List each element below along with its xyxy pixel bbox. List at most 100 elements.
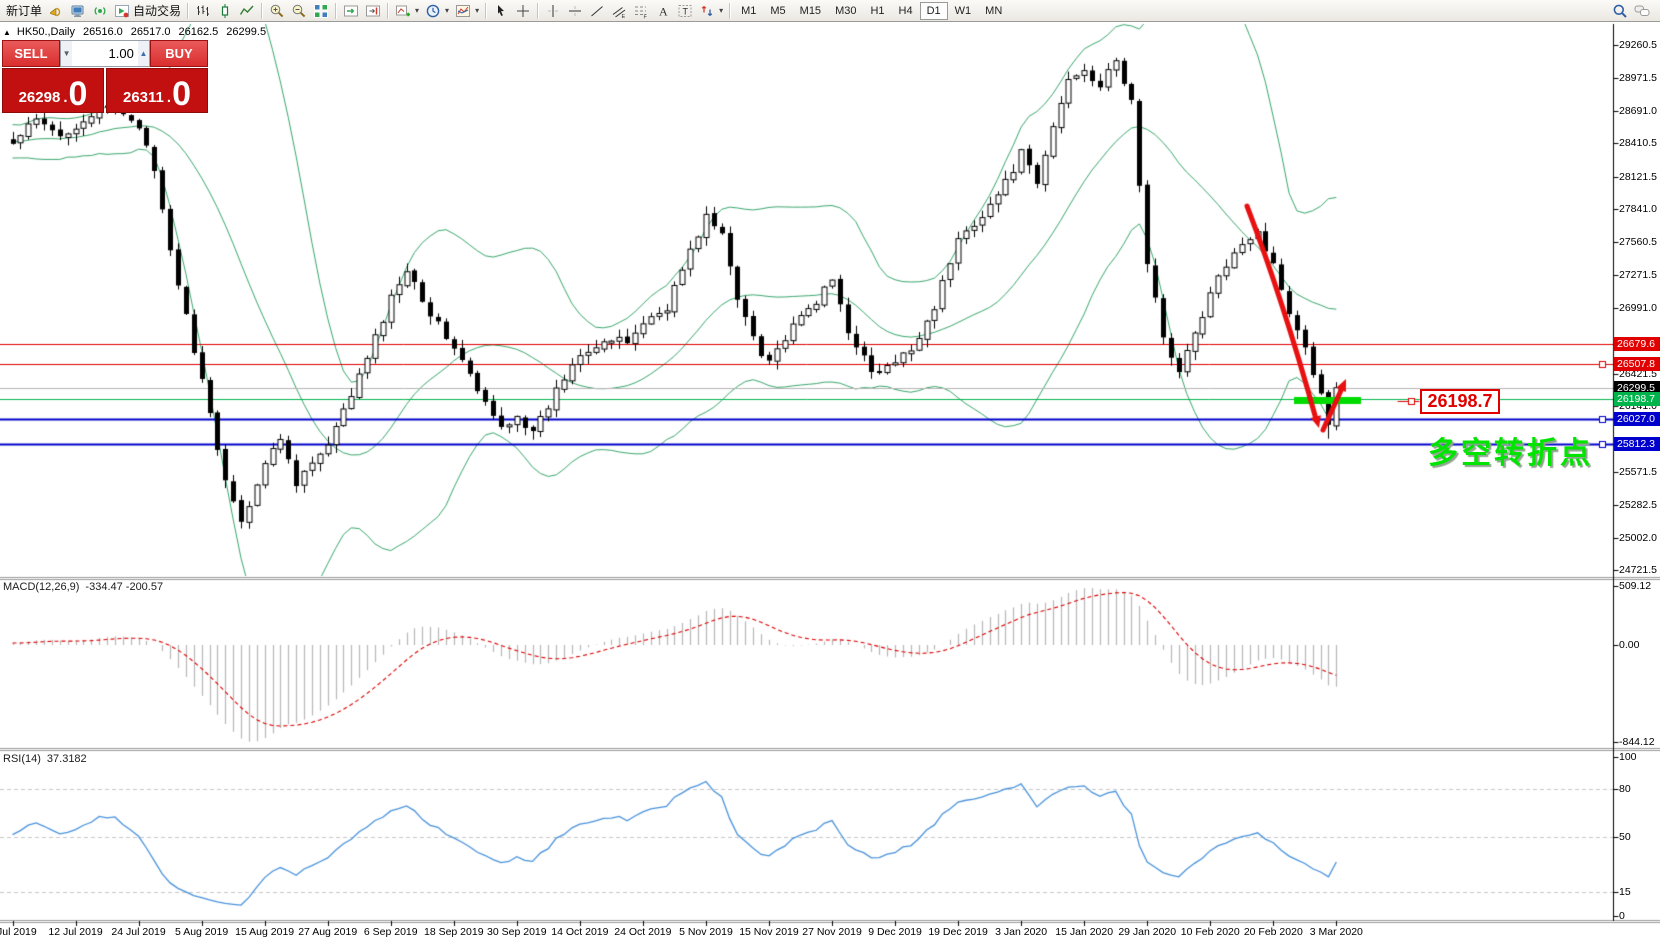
date-axis-label: 3 Mar 2020 [1309,926,1363,938]
svg-text:T: T [683,6,689,16]
price-axis-label: 26991.0 [1619,301,1657,314]
chart-shift-button[interactable] [362,1,384,21]
auto-scroll-button[interactable] [340,1,362,21]
crosshair-button[interactable] [512,1,534,21]
text-tool-button[interactable]: A [652,1,674,21]
price-axis-label: 28410.5 [1619,137,1657,150]
line-chart-button[interactable] [236,1,258,21]
text-label-button[interactable]: T [674,1,696,21]
rsi-axis-label: 80 [1619,782,1631,795]
chart-canvas[interactable] [0,22,1660,940]
price-axis-label: 28691.0 [1619,104,1657,117]
price-axis-label: 25571.5 [1619,466,1657,479]
zoom-in-button[interactable] [266,1,288,21]
date-axis-label: 30 Sep 2019 [487,926,547,938]
toolbar-separator [729,2,732,19]
zoom-out-button[interactable] [288,1,310,21]
autotrading-button[interactable]: 自动交易 [111,1,184,21]
timeframe-d1-button[interactable]: D1 [919,1,948,20]
date-axis-label: 5 Nov 2019 [679,926,733,938]
templates-button[interactable]: ▾ [452,1,482,21]
search-button[interactable] [1609,1,1631,21]
price-axis-label: 28121.5 [1619,170,1657,183]
buy-price[interactable]: 26311 . 0 [106,68,208,113]
bar-chart-button[interactable] [192,1,214,21]
date-axis-label: 10 Feb 2020 [1180,926,1240,938]
signals-icon[interactable] [89,1,111,21]
periods-button[interactable]: ▾ [422,1,452,21]
toolbar-separator [537,2,540,19]
rsi-axis-label: 50 [1619,830,1631,843]
sell-price[interactable]: 26298 . 0 [2,68,104,113]
trendline-button[interactable] [586,1,608,21]
volume-up-button[interactable]: ▲ [137,41,149,66]
date-axis-label: 24 Oct 2019 [614,926,672,938]
chat-button[interactable] [1631,1,1653,21]
toolbar-separator [387,2,390,19]
volume-input[interactable] [72,41,138,66]
macd-indicator-label: MACD(12,26,9) -334.47 -200.57 [3,581,164,593]
price-axis-label: 25002.0 [1619,531,1657,544]
price-axis-label: 29260.5 [1619,39,1657,51]
timeframe-h4-button[interactable]: H4 [892,2,920,20]
ohlc-low: 26162.5 [178,26,219,38]
price-axis-label: 24721.5 [1619,564,1657,577]
new-order-button[interactable]: 新订单 [3,1,45,21]
svg-text:E: E [622,14,626,19]
price-axis-label: 27841.0 [1619,203,1657,216]
one-click-trading-panel: SELL ▼ ▲ BUY 26298 . 0 26311 . 0 [2,40,208,113]
terminal-window-icon[interactable] [67,1,89,21]
date-axis-label: 9 Dec 2019 [868,926,922,938]
ohlc-high: 26517.0 [130,26,171,38]
timeframe-w1-button[interactable]: W1 [948,2,979,20]
equidistant-channel-button[interactable]: E [608,1,630,21]
date-axis-label: 27 Aug 2019 [298,926,358,938]
toolbar-separator [485,2,488,19]
fibonacci-button[interactable]: F [630,1,652,21]
price-axis-label: 27271.5 [1619,269,1657,282]
price-axis-label: 26421.5 [1619,367,1657,380]
tile-windows-button[interactable] [310,1,332,21]
price-line-label: 26507.8 [1614,356,1660,371]
date-axis-label: 15 Aug 2019 [235,926,295,938]
timeframe-m30-button[interactable]: M30 [828,2,863,20]
symbol-marker-icon: ▲ [3,27,11,37]
cursor-button[interactable] [490,1,512,21]
sell-button[interactable]: SELL [2,40,60,67]
horizontal-line-button[interactable] [564,1,586,21]
macd-axis-label: 509.12 [1619,580,1652,593]
timeframe-m1-button[interactable]: M1 [734,2,763,20]
timeframe-m15-button[interactable]: M15 [793,2,828,20]
volume-stepper: ▼ ▲ [60,40,150,67]
svg-text:A: A [659,4,668,18]
price-line-label: 25812.3 [1614,437,1660,452]
arrows-tool-button[interactable]: ▾ [696,1,726,21]
price-line-label: 26299.5 [1614,380,1660,395]
timeframe-m5-button[interactable]: M5 [763,2,792,20]
alerts-horn-icon[interactable] [45,1,67,21]
rsi-axis-label: 100 [1619,751,1637,763]
date-axis-label: 15 Nov 2019 [739,926,799,938]
price-annotation-box: 26198.7 [1420,389,1500,414]
candlestick-chart-button[interactable] [214,1,236,21]
timeframe-mn-button[interactable]: MN [978,2,1009,20]
date-axis-label: 2 Jul 2019 [0,926,37,938]
date-axis-label: 29 Jan 2020 [1118,926,1177,938]
vertical-line-button[interactable] [542,1,564,21]
date-axis-label: 27 Nov 2019 [802,926,862,938]
toolbar-separator [261,2,264,19]
symbol-name: HK50.,Daily [16,26,75,38]
date-axis-label: 12 Jul 2019 [48,926,103,938]
timeframe-h1-button[interactable]: H1 [863,2,891,20]
volume-down-button[interactable]: ▼ [61,41,73,66]
buy-button[interactable]: BUY [150,40,208,67]
toolbar-separator [187,2,190,19]
price-line-label: 26198.7 [1614,392,1660,407]
price-axis-label: 25282.5 [1619,499,1657,512]
turning-point-annotation: 多空转折点 [1428,437,1593,470]
indicators-button[interactable]: ▾ [392,1,422,21]
date-axis-label: 19 Dec 2019 [928,926,988,938]
ohlc-open: 26516.0 [83,26,123,38]
date-axis-label: 3 Jan 2020 [995,926,1048,938]
svg-text:F: F [644,14,648,19]
